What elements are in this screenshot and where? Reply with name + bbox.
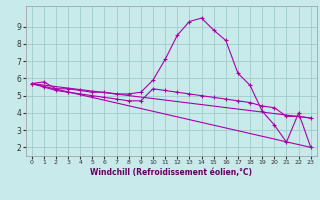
X-axis label: Windchill (Refroidissement éolien,°C): Windchill (Refroidissement éolien,°C) <box>90 168 252 177</box>
